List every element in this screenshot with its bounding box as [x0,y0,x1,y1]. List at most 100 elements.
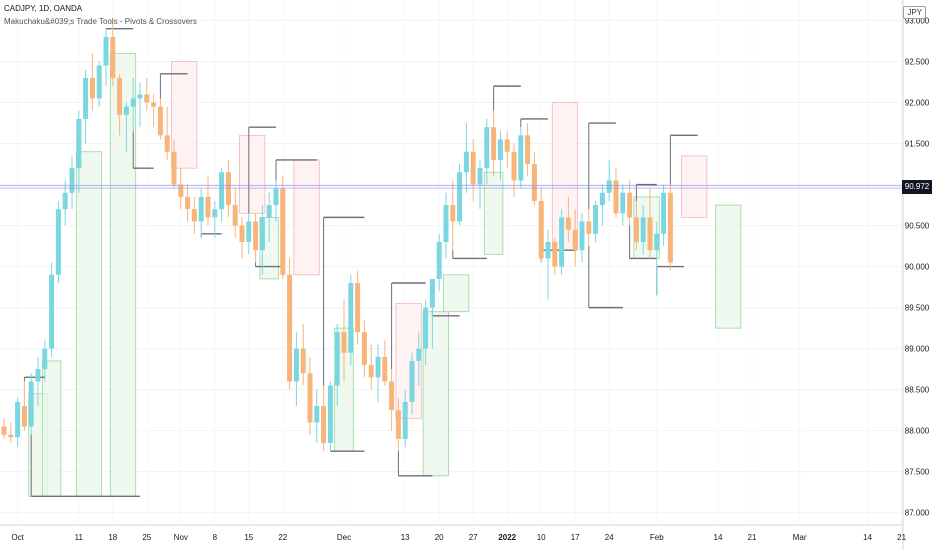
candle-body [103,36,109,66]
candle-body [402,401,408,439]
x-tick-label: 14 [863,533,872,542]
candle-body [450,205,456,222]
candle-body [137,94,143,99]
x-tick-label: Dec [337,533,351,542]
bear-zone [551,102,579,251]
x-tick-label: Nov [174,533,188,542]
current-price-line [0,185,903,189]
candle-body [76,118,82,169]
candle-body [96,65,102,99]
candle-body [470,151,476,185]
candle-body [661,192,667,234]
candle-body [157,106,163,136]
candle-body [579,221,585,251]
candle-body [382,356,388,382]
grid [0,20,903,514]
candle-body [416,348,422,361]
candle-body [599,192,605,206]
candle-body [477,168,483,185]
x-tick-label: 20 [435,533,444,542]
candle-body [198,196,204,222]
candle-body [225,172,231,206]
candle-body [627,192,633,218]
symbol-title[interactable]: CADJPY, 1D, OANDA [4,4,83,13]
y-tick-label: 87.000 [905,509,930,518]
y-tick-label: 91.500 [905,140,930,149]
y-tick-label: 89.000 [905,345,930,354]
candle-body [423,307,429,349]
bull-zone [75,151,103,497]
candle-body [69,168,75,193]
candle-body [491,127,497,160]
candle-body [436,241,442,279]
candle-body [504,139,510,152]
candle-body [273,188,279,206]
x-tick-label: 8 [213,533,218,542]
y-tick-label: 92.000 [905,99,930,108]
candle-body [307,373,313,423]
x-tick-label: Feb [650,533,664,542]
bear-zone [239,134,266,214]
candle-body [545,241,551,259]
candle-body [42,348,48,370]
candle-body [497,139,503,160]
candle-body [191,209,197,222]
candle-body [355,283,361,333]
candle-body [35,369,41,382]
candle-body [123,106,129,115]
candle-body [185,196,191,210]
x-tick-label: 21 [748,533,757,542]
bear-zone [293,159,320,276]
x-tick-label: Oct [11,533,24,542]
y-tick-label: 88.500 [905,386,930,395]
x-tick-label: 18 [108,533,117,542]
indicator-title[interactable]: Makuchaku&#039;s Trade Tools - Pivots & … [4,17,197,26]
x-tick-label: 17 [571,533,580,542]
x-tick-label: 15 [244,533,253,542]
candle-body [239,225,245,242]
candle-body [21,406,27,427]
x-tick-label: 24 [605,533,614,542]
x-tick-label: 13 [401,533,410,542]
bear-zone [681,155,708,218]
x-tick-label: 2022 [498,533,516,542]
candle-body [266,205,272,218]
candle-body [654,233,660,251]
x-axis-ticks[interactable]: Oct 11 18 25 Nov 8 15 22 Dec 13 20 27 2022 10 17 24 Feb 1… [11,533,906,542]
y-tick-label: 93.000 [905,17,930,26]
y-tick-label: 88.000 [905,427,930,436]
candle-body [389,381,395,411]
candle-body [552,241,558,267]
candle-body [49,274,55,349]
candle-body [409,360,415,402]
candle-body [144,94,150,103]
candle-body [633,217,639,242]
candle-body [212,209,218,218]
candle-body [518,135,524,181]
candle-body [348,283,354,353]
candle-body [259,217,265,251]
candle-body [219,172,225,210]
candle-body [205,196,211,218]
candle-body [572,229,578,251]
candle-body [463,151,469,173]
candle-body [110,36,116,78]
candle-body [484,127,490,169]
candle-body [613,180,619,214]
candle-body [171,151,177,185]
candle-body [117,77,123,115]
candle-body [287,274,293,382]
y-tick-label: 90.500 [905,222,930,231]
candles [1,20,673,452]
pivot-lines [23,28,698,497]
x-tick-label: Mar [793,533,807,542]
currency-badge[interactable]: JPY [903,6,926,19]
candle-body [667,192,673,263]
candle-body [178,184,184,197]
candle-body [640,217,646,242]
current-price-label: 90.972 [902,179,932,194]
y-tick-label: 89.500 [905,304,930,313]
candle-body [443,205,449,242]
